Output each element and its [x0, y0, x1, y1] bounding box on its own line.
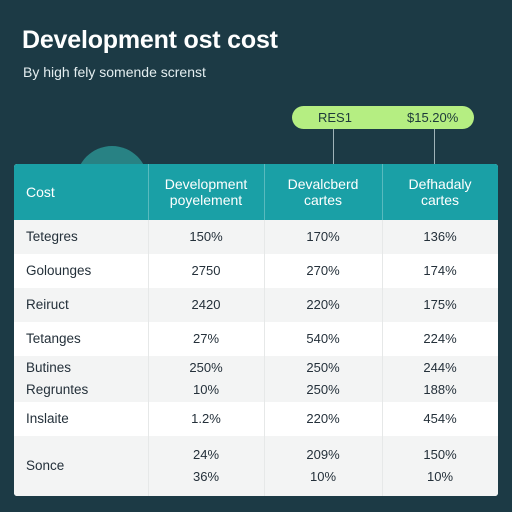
legend-item-percent: $15.20% — [407, 110, 459, 125]
table-cell: 136% — [382, 220, 498, 254]
column-divider — [148, 220, 149, 496]
cell-value: 174% — [423, 263, 457, 278]
legend-connector — [333, 129, 334, 164]
row-label-line: Tetanges — [26, 331, 81, 346]
cell-value: 250% — [306, 360, 340, 375]
row-label: Sonce — [26, 436, 156, 496]
table-cell: 150% 10% — [382, 436, 498, 496]
column-header-line: Cost — [26, 184, 55, 200]
cell-value: 270% — [306, 263, 340, 278]
cell-value: 175% — [423, 297, 457, 312]
column-divider — [264, 220, 265, 496]
table-cell: 150% — [148, 220, 264, 254]
cell-value: 250% — [306, 382, 340, 397]
table-row: Tetanges 27% 540% 224% — [14, 322, 498, 356]
cell-value: 220% — [306, 411, 340, 426]
cell-value: 224% — [423, 331, 457, 346]
column-header-line: cartes — [420, 192, 460, 208]
cell-value: 10% — [309, 469, 337, 484]
row-label-line: Golounges — [26, 263, 92, 278]
table-cell: 2420 — [148, 288, 264, 322]
table-cell: 1.2% — [148, 402, 264, 436]
table-cell: 454% — [382, 402, 498, 436]
table-cell: 250% 10% — [148, 356, 264, 402]
cell-value: 10% — [192, 382, 220, 397]
header-divider — [264, 164, 265, 220]
data-table: Cost Development poyelement Devalcberd carte… — [14, 164, 498, 496]
cell-value: 150% — [423, 447, 457, 462]
cell-value: 136% — [423, 229, 457, 244]
table-cell: 224% — [382, 322, 498, 356]
cell-value: 24% — [192, 447, 220, 462]
table-cell: 270% — [264, 254, 382, 288]
page-title: Development ost cost — [22, 26, 278, 54]
row-label: Butines Regruntes — [26, 356, 156, 402]
cell-value: 209% — [306, 447, 340, 462]
column-divider — [382, 220, 383, 496]
row-label-line: Tetegres — [26, 229, 78, 244]
column-header-line: poyelement — [169, 192, 243, 208]
row-label: Tetegres — [26, 220, 156, 254]
page-subtitle: By high fely somende screnst — [23, 64, 206, 80]
row-label-line: Butines — [26, 360, 72, 375]
row-label: Inslaite — [26, 402, 156, 436]
legend-connector — [434, 129, 435, 164]
cell-value: 220% — [306, 297, 340, 312]
cell-value: 170% — [306, 229, 340, 244]
header-divider — [382, 164, 383, 220]
row-label: Reiruct — [26, 288, 156, 322]
table-cell: 209% 10% — [264, 436, 382, 496]
table-row: Golounges 2750 270% 174% — [14, 254, 498, 288]
legend-bar — [292, 106, 474, 129]
row-label: Tetanges — [26, 322, 156, 356]
cell-value: 150% — [189, 229, 223, 244]
column-header-line: Devalcberd — [287, 176, 359, 192]
table-cell: 175% — [382, 288, 498, 322]
cell-value: 27% — [192, 331, 220, 346]
column-header-line: Development — [164, 176, 248, 192]
cell-value: 454% — [423, 411, 457, 426]
table-row: Tetegres 150% 170% 136% — [14, 220, 498, 254]
table-row: Inslaite 1.2% 220% 454% — [14, 402, 498, 436]
table-cell: 220% — [264, 288, 382, 322]
table-row: Sonce 24% 36% 209% 10% 150% 10% — [14, 436, 498, 496]
column-header-line: Defhadaly — [408, 176, 472, 192]
table-cell: 174% — [382, 254, 498, 288]
row-label-line: Reiruct — [26, 297, 69, 312]
cell-value: 188% — [423, 382, 457, 397]
column-header: Development poyelement — [148, 164, 264, 220]
cell-value: 10% — [426, 469, 454, 484]
header-divider — [148, 164, 149, 220]
table-cell: 2750 — [148, 254, 264, 288]
cell-value: 244% — [423, 360, 457, 375]
table-row: Butines Regruntes 250% 10% 250% 250% 244% 188% — [14, 356, 498, 402]
cell-value: 2420 — [191, 297, 221, 312]
cell-value: 540% — [306, 331, 340, 346]
cell-value: 2750 — [191, 263, 221, 278]
row-label-line: Inslaite — [26, 411, 69, 426]
table-row: Reiruct 2420 220% 175% — [14, 288, 498, 322]
table-header: Cost Development poyelement Devalcberd carte… — [14, 164, 498, 220]
column-header: Defhadaly cartes — [382, 164, 498, 220]
column-header: Cost — [26, 164, 136, 220]
table-cell: 220% — [264, 402, 382, 436]
column-header-line: cartes — [303, 192, 343, 208]
table-cell: 24% 36% — [148, 436, 264, 496]
table-cell: 170% — [264, 220, 382, 254]
table-cell: 540% — [264, 322, 382, 356]
cell-value: 36% — [192, 469, 220, 484]
table-cell: 244% 188% — [382, 356, 498, 402]
row-label: Golounges — [26, 254, 156, 288]
table-cell: 27% — [148, 322, 264, 356]
row-label-line: Regruntes — [26, 382, 89, 397]
column-header: Devalcberd cartes — [264, 164, 382, 220]
cell-value: 1.2% — [191, 411, 221, 426]
row-label-line: Sonce — [26, 458, 65, 473]
cell-value: 250% — [189, 360, 223, 375]
legend-item-res1: RES1 — [318, 110, 352, 125]
table-cell: 250% 250% — [264, 356, 382, 402]
